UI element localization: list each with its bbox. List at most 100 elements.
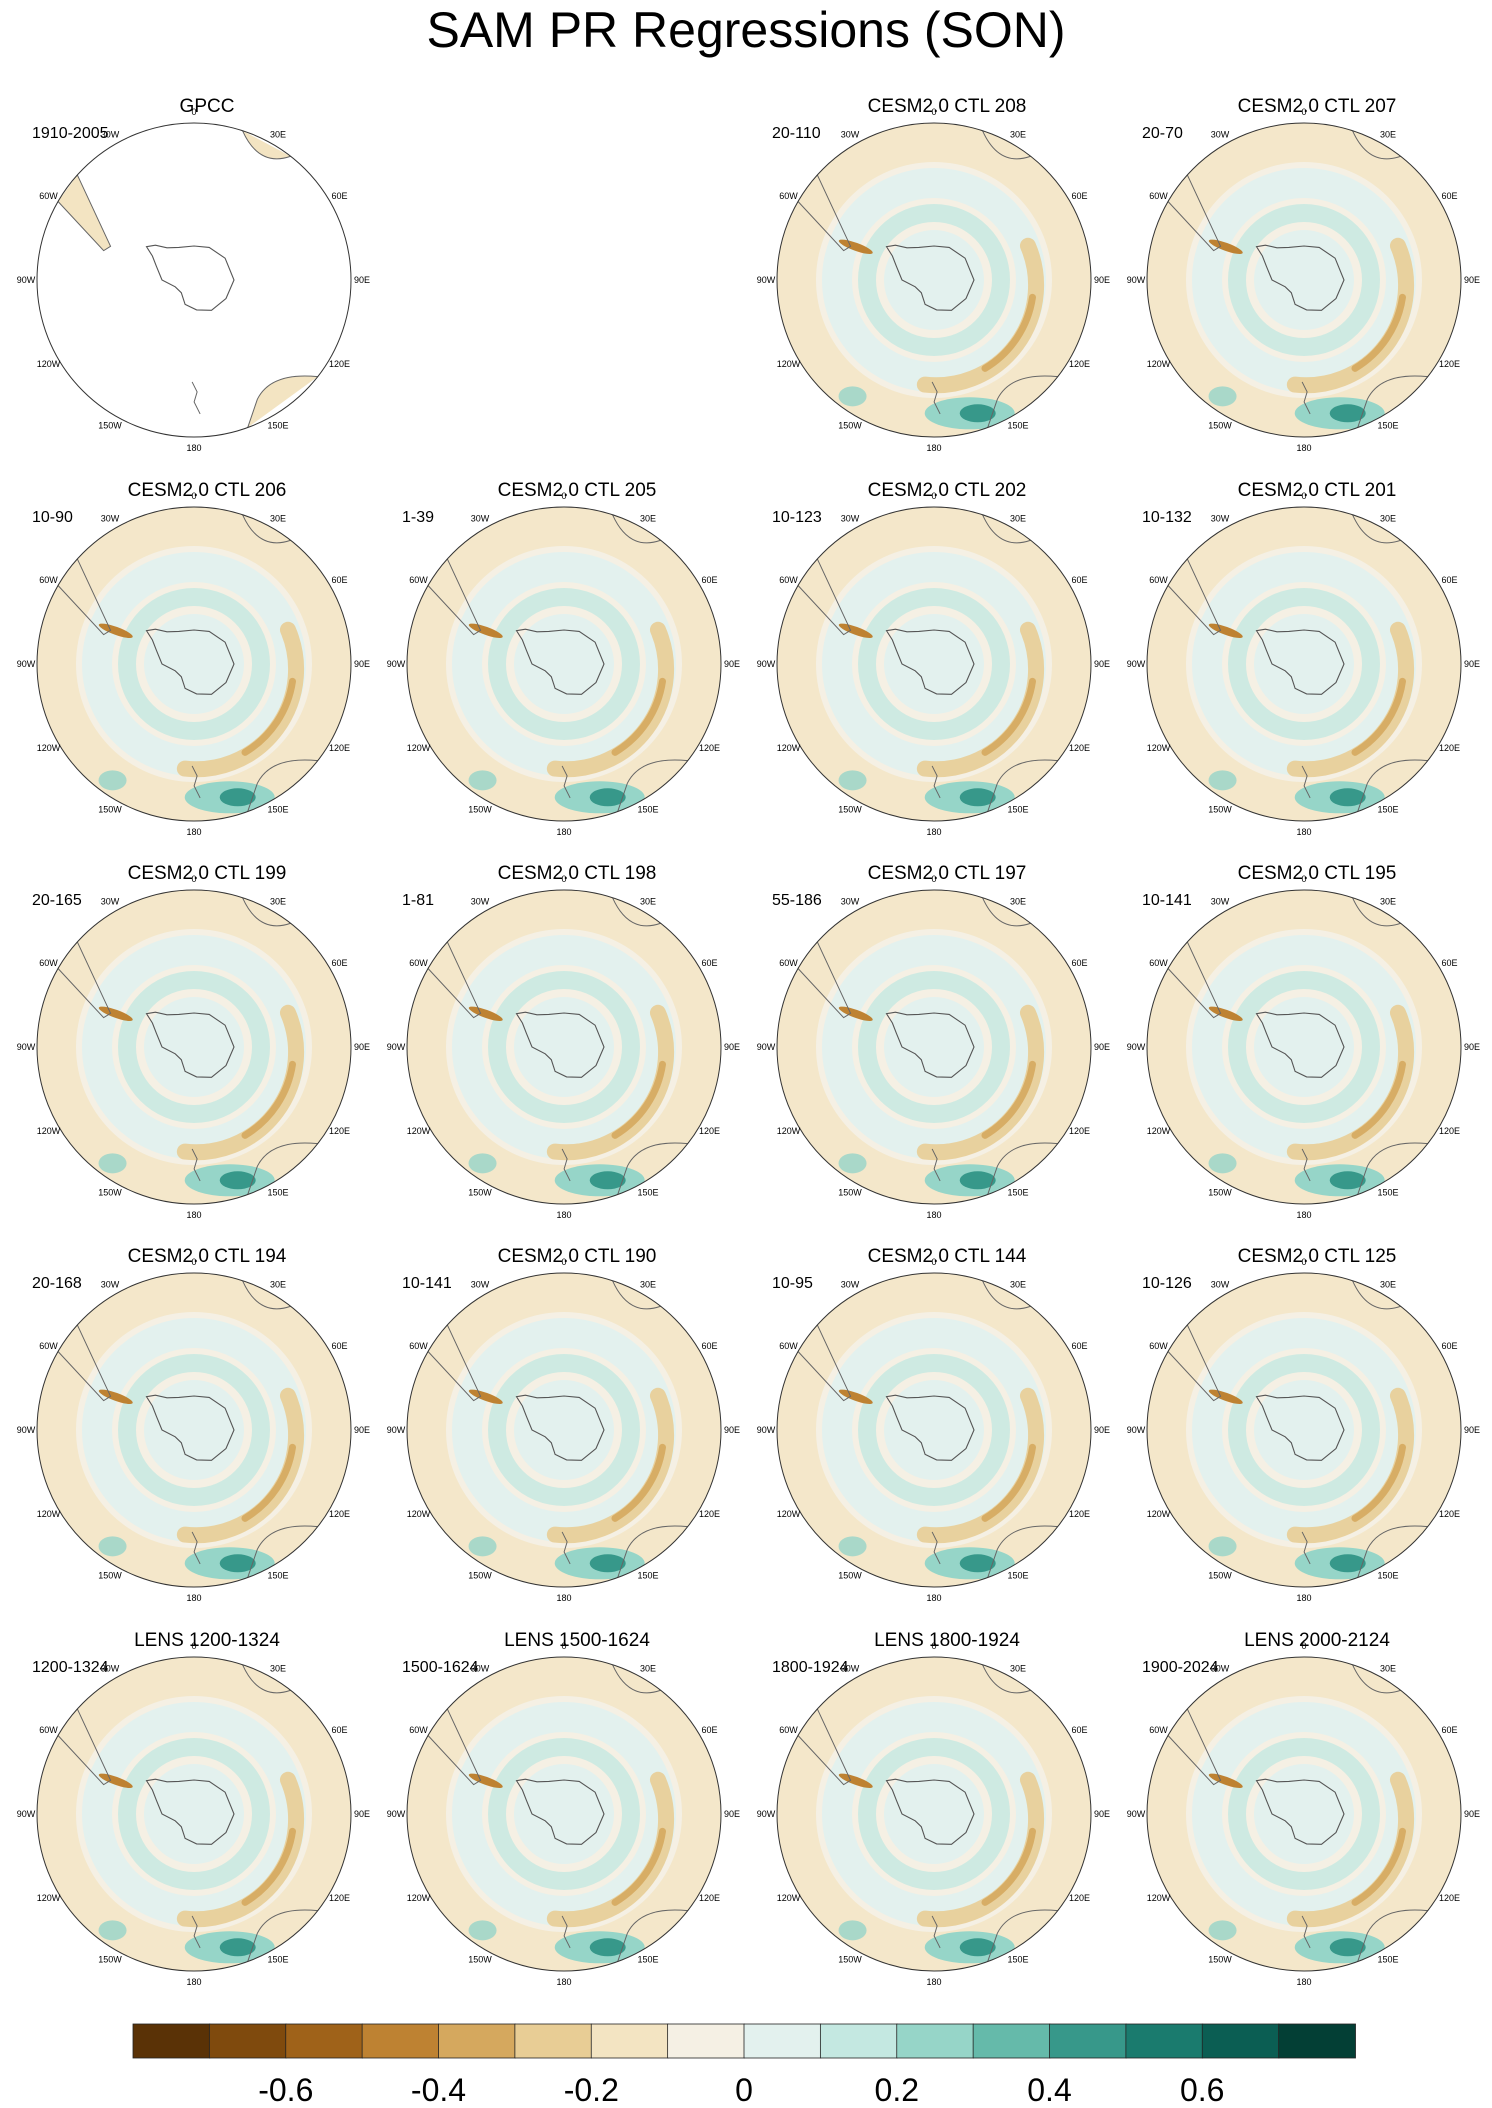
longitude-label: 150E	[1377, 421, 1398, 431]
map-panel: LENS 1500-1624 1500-1624 0 30E 60E 90E 120E 150…	[387, 1630, 762, 1990]
longitude-label: 150W	[1208, 805, 1232, 815]
longitude-label: 120E	[329, 1126, 350, 1136]
colorbar-label: 0	[735, 2072, 753, 2108]
longitude-label: 120E	[699, 743, 720, 753]
longitude-label: 30W	[841, 514, 860, 524]
longitude-label: 30W	[1211, 130, 1230, 140]
longitude-label: 120W	[777, 1509, 801, 1519]
longitude-label: 30W	[841, 130, 860, 140]
polar-map: 0 30E 60E 90E 120E 150E 180 150W 120W 90W 60W 30W	[1127, 1641, 1480, 1987]
longitude-label: 90E	[354, 1425, 370, 1435]
panel-title: CESM2.0 CTL 201	[1237, 480, 1397, 501]
panel-years: 1-81	[402, 892, 435, 909]
map-panel: CESM2.0 CTL 202 10-123 0 30E 60E 90E 120E 150E 1…	[757, 480, 1132, 840]
longitude-label: 120W	[407, 1509, 431, 1519]
polar-map: 0 30E 60E 90E 120E 150E 180 150W 120W 90W 60W 30W	[387, 874, 740, 1220]
longitude-label: 120E	[1439, 1893, 1460, 1903]
longitude-label: 120E	[1069, 1509, 1090, 1519]
longitude-label: 90E	[354, 659, 370, 669]
polar-map: 0 30E 60E 90E 120E 150E 180 150W 120W 90W 60W 30W	[387, 491, 740, 837]
polar-map: 0 30E 60E 90E 120E 150E 180 150W 120W 90W 60W 30W	[1127, 107, 1480, 453]
longitude-label: 150E	[1377, 1188, 1398, 1198]
panel-years: 10-141	[402, 1275, 452, 1292]
longitude-label: 30E	[1380, 130, 1396, 140]
longitude-label: 60E	[701, 1341, 717, 1351]
longitude-label: 60E	[1071, 191, 1087, 201]
longitude-label: 90W	[387, 659, 406, 669]
longitude-label: 60E	[331, 958, 347, 968]
panel-years: 10-90	[32, 509, 73, 526]
longitude-label: 30E	[1010, 1280, 1026, 1290]
panel-title: LENS 1200-1324	[134, 1630, 280, 1651]
longitude-label: 120E	[1439, 1126, 1460, 1136]
longitude-label: 60E	[1441, 1341, 1457, 1351]
longitude-label: 150W	[98, 1955, 122, 1965]
longitude-label: 0	[931, 1257, 936, 1267]
longitude-label: 120E	[1069, 743, 1090, 753]
longitude-label: 0	[561, 491, 566, 501]
longitude-label: 60E	[331, 1725, 347, 1735]
longitude-label: 30E	[1380, 897, 1396, 907]
longitude-label: 60W	[409, 958, 428, 968]
polar-map: 0 30E 60E 90E 120E 150E 180 150W 120W 90W 60W 30W	[757, 1257, 1110, 1603]
longitude-label: 90E	[1464, 275, 1480, 285]
longitude-label: 30W	[471, 1280, 490, 1290]
longitude-label: 60W	[409, 1341, 428, 1351]
longitude-label: 90W	[17, 659, 36, 669]
panel-title: CESM2.0 CTL 207	[1237, 96, 1397, 117]
longitude-label: 0	[561, 1257, 566, 1267]
longitude-label: 90W	[1127, 1042, 1146, 1052]
panel-years: 10-132	[1142, 509, 1192, 526]
longitude-label: 120E	[329, 743, 350, 753]
longitude-label: 120E	[329, 1893, 350, 1903]
colorbar-label: -0.6	[258, 2072, 314, 2108]
longitude-label: 150W	[468, 1188, 492, 1198]
longitude-label: 150W	[1208, 1188, 1232, 1198]
longitude-label: 120W	[37, 1126, 61, 1136]
longitude-label: 150E	[1377, 1955, 1398, 1965]
panel-title: CESM2.0 CTL 144	[867, 1246, 1027, 1267]
longitude-label: 60E	[1071, 958, 1087, 968]
longitude-label: 90W	[17, 1425, 36, 1435]
polar-map: 0 30E 60E 90E 120E 150E 180 150W 120W 90W 60W 30W	[17, 107, 370, 453]
panel-years: 1900-2024	[1142, 1659, 1219, 1676]
longitude-label: 180	[1296, 443, 1311, 453]
longitude-label: 120W	[777, 1893, 801, 1903]
longitude-label: 60E	[1071, 1341, 1087, 1351]
map-panel: GPCC 1910-2005 0 30E 60E 90E 120E 150E 180 150W 12…	[17, 96, 392, 456]
longitude-label: 0	[561, 1641, 566, 1651]
longitude-label: 60W	[1149, 958, 1168, 968]
panel-years: 10-123	[772, 509, 822, 526]
longitude-label: 90E	[724, 1425, 740, 1435]
longitude-label: 120W	[1147, 1893, 1171, 1903]
panel-years: 1800-1924	[772, 1659, 849, 1676]
polar-map: 0 30E 60E 90E 120E 150E 180 150W 120W 90W 60W 30W	[757, 874, 1110, 1220]
longitude-label: 60E	[331, 575, 347, 585]
longitude-label: 0	[1301, 874, 1306, 884]
longitude-label: 150E	[1377, 805, 1398, 815]
panel-title: CESM2.0 CTL 195	[1237, 863, 1397, 884]
longitude-label: 60W	[1149, 191, 1168, 201]
longitude-label: 150W	[468, 805, 492, 815]
longitude-label: 150W	[98, 1188, 122, 1198]
longitude-label: 90W	[387, 1042, 406, 1052]
colorbar-label: 0.6	[1179, 2072, 1225, 2108]
longitude-label: 90W	[757, 1425, 776, 1435]
longitude-label: 90E	[1464, 1425, 1480, 1435]
map-panel: CESM2.0 CTL 199 20-165 0 30E 60E 90E 120E 150E 1…	[17, 863, 392, 1223]
longitude-label: 150E	[1007, 805, 1028, 815]
longitude-label: 150E	[1007, 421, 1028, 431]
longitude-label: 150W	[838, 1955, 862, 1965]
longitude-label: 0	[1301, 491, 1306, 501]
longitude-label: 120E	[1439, 1509, 1460, 1519]
longitude-label: 60W	[409, 575, 428, 585]
polar-map: 0 30E 60E 90E 120E 150E 180 150W 120W 90W 60W 30W	[1127, 491, 1480, 837]
longitude-label: 60E	[331, 191, 347, 201]
map-panel: CESM2.0 CTL 198 1-81 0 30E 60E 90E 120E 150E 180…	[387, 863, 762, 1223]
longitude-label: 60E	[1441, 1725, 1457, 1735]
longitude-label: 150E	[267, 805, 288, 815]
panel-years: 1-39	[402, 509, 435, 526]
longitude-label: 30E	[270, 1280, 286, 1290]
longitude-label: 0	[191, 1641, 196, 1651]
